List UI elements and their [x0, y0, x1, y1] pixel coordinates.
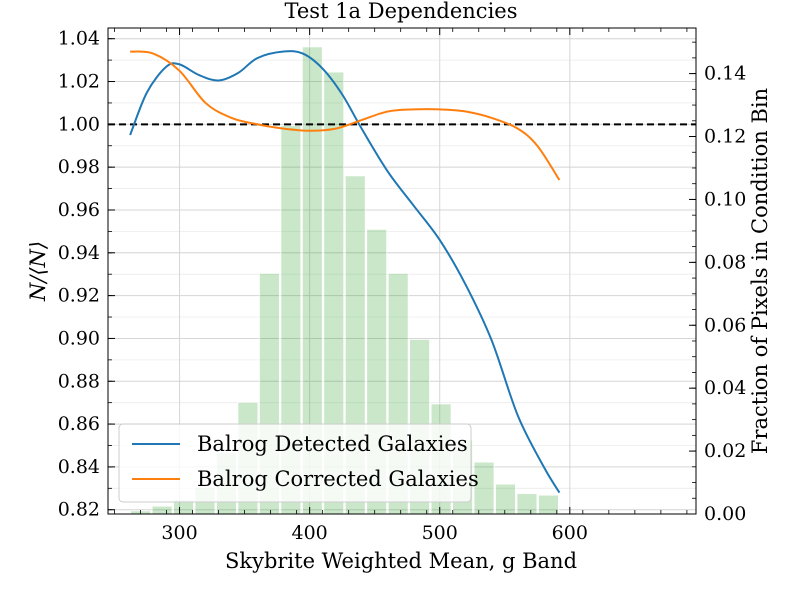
y-right-tick-label: 0.08 [704, 251, 746, 273]
series-line-detected [129, 50, 561, 494]
series-lines [129, 50, 561, 494]
y-tick-label: 0.82 [58, 499, 100, 521]
legend-label-detected: Balrog Detected Galaxies [197, 432, 468, 456]
y-tick-label: 0.94 [58, 242, 100, 264]
y-tick-label: 0.96 [58, 199, 100, 221]
y-axis-label: N/⟨N⟩ [26, 241, 50, 302]
chart-title: Test 1a Dependencies [285, 0, 518, 23]
y-right-tick-label: 0.02 [704, 440, 746, 462]
x-axis: 300 400 500 600 [114, 28, 688, 544]
y-right-tick-label: 0.04 [704, 377, 746, 399]
y-tick-label: 0.90 [58, 327, 100, 349]
x-tick-label: 300 [161, 522, 197, 544]
y-right-tick-label: 0.06 [704, 314, 746, 336]
y-tick-label: 1.00 [58, 113, 100, 135]
y-axis-right: 0.00 0.02 0.04 0.06 0.08 0.10 0.12 0.14 [689, 41, 746, 525]
legend-label-corrected: Balrog Corrected Galaxies [197, 467, 479, 491]
y-tick-label: 0.88 [58, 370, 100, 392]
legend-box [118, 423, 472, 503]
y-right-tick-label: 0.14 [704, 63, 746, 85]
y-tick-label: 1.02 [58, 71, 100, 93]
x-axis-label: Skybrite Weighted Mean, g Band [225, 549, 577, 573]
x-tick-label: 500 [422, 522, 458, 544]
y-tick-label: 0.84 [58, 456, 100, 478]
y-tick-label: 0.92 [58, 285, 100, 307]
histogram-bar [495, 483, 516, 515]
y-right-tick-label: 0.12 [704, 126, 746, 148]
plot-frame [107, 27, 697, 515]
y-axis-left: 0.82 0.84 0.86 0.88 0.90 0.92 0.94 0.96 0.98 1.00… [58, 28, 115, 521]
y-tick-label: 0.86 [58, 413, 100, 435]
x-tick-label: 400 [292, 522, 328, 544]
y-tick-label: 0.98 [58, 156, 100, 178]
x-tick-label: 600 [552, 522, 588, 544]
y-right-tick-label: 0.00 [704, 503, 746, 525]
legend: Balrog Detected Galaxies Balrog Correcte… [118, 423, 479, 503]
y-tick-label: 1.04 [58, 28, 100, 50]
y-axis-right-label: Fraction of Pixels in Condition Bin [748, 88, 772, 454]
series-line-corrected [130, 50, 561, 181]
histogram-bar [538, 494, 559, 515]
histogram-bar [516, 493, 538, 515]
y-right-tick-label: 0.10 [704, 188, 746, 210]
histogram-bar [151, 505, 173, 515]
